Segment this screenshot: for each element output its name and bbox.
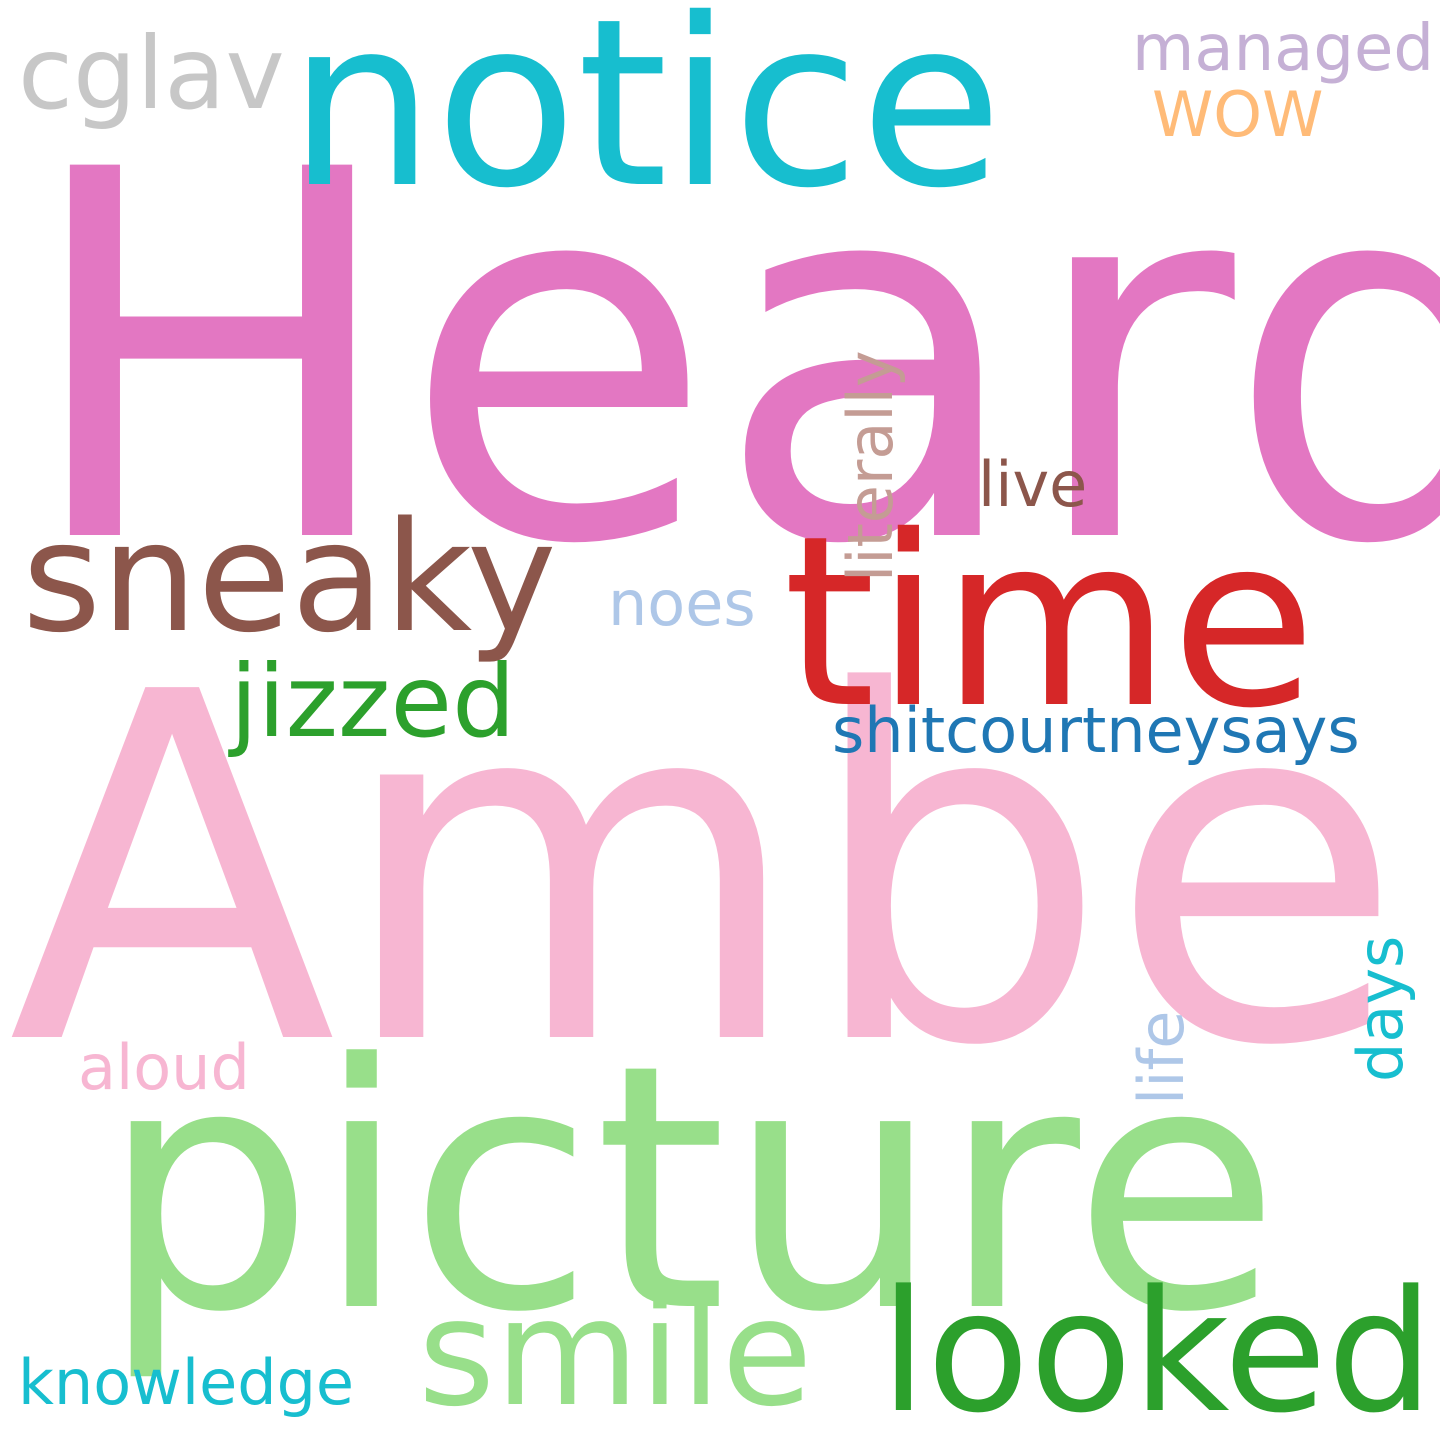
- word-life: life: [1125, 1010, 1198, 1105]
- word-shitcourtneysays: shitcourtneysays: [832, 694, 1360, 767]
- word-heard: Heard: [20, 63, 1440, 655]
- word-knowledge: knowledge: [18, 1346, 355, 1419]
- word-picture: picture: [100, 992, 1281, 1386]
- word-jizzed: jizzed: [230, 643, 516, 760]
- word-noes: noes: [608, 567, 756, 640]
- word-smile: smile: [418, 1267, 813, 1439]
- word-live: live: [978, 448, 1088, 521]
- word-time: time: [783, 485, 1317, 760]
- word-managed: managed: [1132, 12, 1434, 86]
- word-amber: Amber: [8, 592, 1440, 1151]
- word-looked: looked: [880, 1254, 1434, 1440]
- word-sneaky: sneaky: [22, 489, 557, 666]
- word-literally: literally: [834, 350, 907, 582]
- word-wow: WOW: [1152, 78, 1324, 151]
- word-aloud: aloud: [78, 1031, 250, 1104]
- word-cglav: cglav: [18, 15, 285, 132]
- word-notice: notice: [288, 0, 1003, 239]
- word-days: days: [1344, 935, 1417, 1082]
